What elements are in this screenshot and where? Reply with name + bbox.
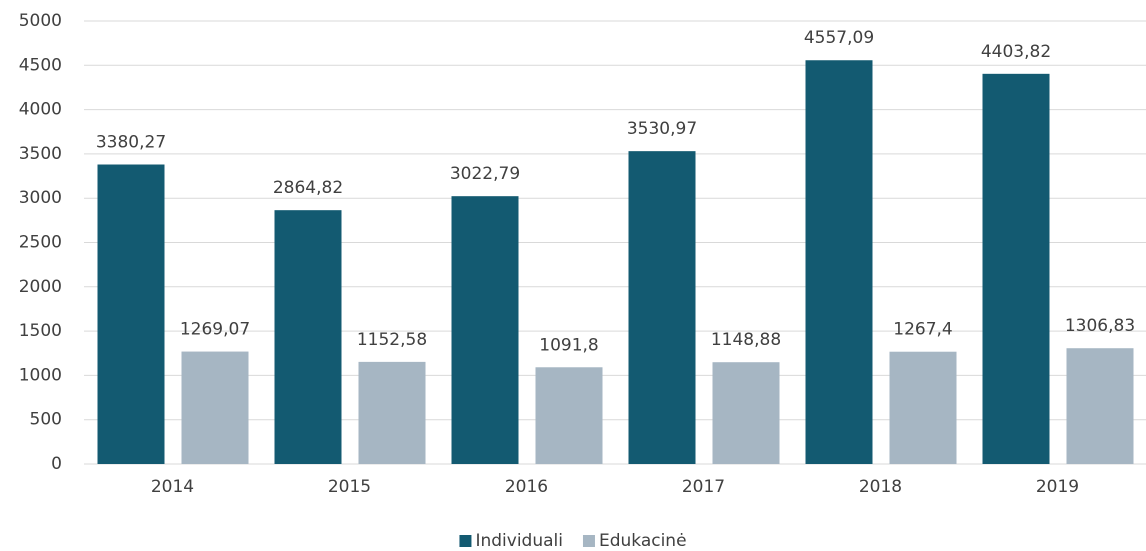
y-tick-label: 1000: [19, 365, 62, 385]
data-label: 1306,83: [1065, 316, 1135, 336]
y-tick-label: 2500: [19, 233, 62, 253]
bar: [982, 73, 1050, 465]
data-label: 3022,79: [450, 164, 520, 184]
x-tick-label: 2018: [859, 477, 902, 497]
bar: [805, 60, 873, 465]
y-tick-label: 3000: [19, 188, 62, 208]
y-tick-label: 500: [30, 410, 62, 430]
y-tick-label: 4000: [19, 100, 62, 120]
x-tick-label: 2017: [682, 477, 725, 497]
bar: [535, 367, 603, 464]
y-tick-label: 5000: [19, 11, 62, 31]
x-tick-label: 2014: [151, 477, 194, 497]
bar: [181, 351, 249, 464]
bar: [97, 164, 165, 465]
x-tick-label: 2015: [328, 477, 371, 497]
y-tick-label: 3500: [19, 144, 62, 164]
y-tick-label: 0: [51, 454, 62, 474]
bar: [358, 361, 426, 464]
data-label: 3380,27: [96, 133, 166, 153]
bar: [712, 362, 780, 464]
data-label: 1269,07: [180, 320, 250, 340]
bar: [451, 196, 519, 465]
y-tick-label: 1500: [19, 321, 62, 341]
legend-swatch: [582, 535, 595, 547]
y-tick-label: 4500: [19, 55, 62, 75]
data-label: 1152,58: [357, 330, 427, 350]
legend-label: Individuali: [475, 531, 563, 551]
bar: [274, 210, 342, 464]
bar: [889, 351, 957, 464]
bar: [1066, 348, 1134, 464]
x-tick-label: 2019: [1036, 477, 1079, 497]
y-tick-label: 2000: [19, 277, 62, 297]
legend-swatch: [459, 535, 472, 547]
data-label: 1091,8: [539, 335, 598, 355]
data-label: 1148,88: [711, 330, 781, 350]
data-label: 2864,82: [273, 178, 343, 198]
legend-label: Edukacinė: [599, 531, 687, 551]
data-label: 4557,09: [804, 28, 874, 48]
x-tick-label: 2016: [505, 477, 548, 497]
bar: [628, 151, 696, 464]
data-label: 4403,82: [981, 42, 1051, 62]
data-label: 1267,4: [893, 320, 952, 340]
data-label: 3530,97: [627, 119, 697, 139]
